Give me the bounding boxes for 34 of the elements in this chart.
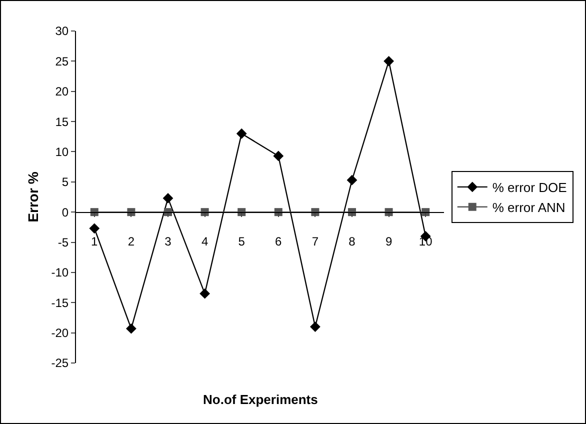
y-tick-label: 30	[55, 24, 69, 38]
legend-label: % error ANN	[492, 200, 566, 215]
y-tick-label: 20	[55, 84, 69, 99]
y-tick-label: 5	[62, 175, 69, 190]
point	[310, 322, 320, 332]
y-axis-title: Error %	[25, 171, 41, 222]
y-tick-label: 0	[62, 205, 69, 220]
y-tick-label: -5	[58, 235, 69, 250]
x-tick-label: 8	[348, 234, 356, 248]
y-tick-label: 15	[55, 114, 69, 129]
point	[346, 174, 358, 186]
x-axis-title: No.of Experiments	[203, 392, 318, 407]
x-tick-label: 2	[128, 234, 135, 248]
y-tick-label: -15	[51, 296, 69, 310]
point	[162, 193, 174, 204]
y-tick-label: -25	[51, 356, 69, 370]
x-tick-label: 1	[91, 234, 98, 248]
x-tick-label: 9	[385, 234, 392, 248]
x-tick-label: 4	[201, 234, 208, 248]
y-tick-label: 25	[55, 54, 69, 68]
point	[89, 223, 100, 234]
point	[273, 150, 284, 162]
x-tick-label: 5	[238, 234, 246, 248]
y-tick-label: 10	[55, 144, 69, 159]
x-tick-label: 7	[312, 234, 319, 248]
point	[200, 288, 210, 299]
legend-label: % error DOE	[492, 180, 568, 196]
point	[126, 323, 136, 334]
y-tick-label: -10	[51, 266, 69, 280]
point	[236, 128, 247, 139]
y-tick-label: -20	[51, 326, 69, 340]
x-tick-label: 6	[275, 234, 282, 248]
point	[384, 56, 394, 66]
x-tick-label: 3	[164, 234, 172, 248]
